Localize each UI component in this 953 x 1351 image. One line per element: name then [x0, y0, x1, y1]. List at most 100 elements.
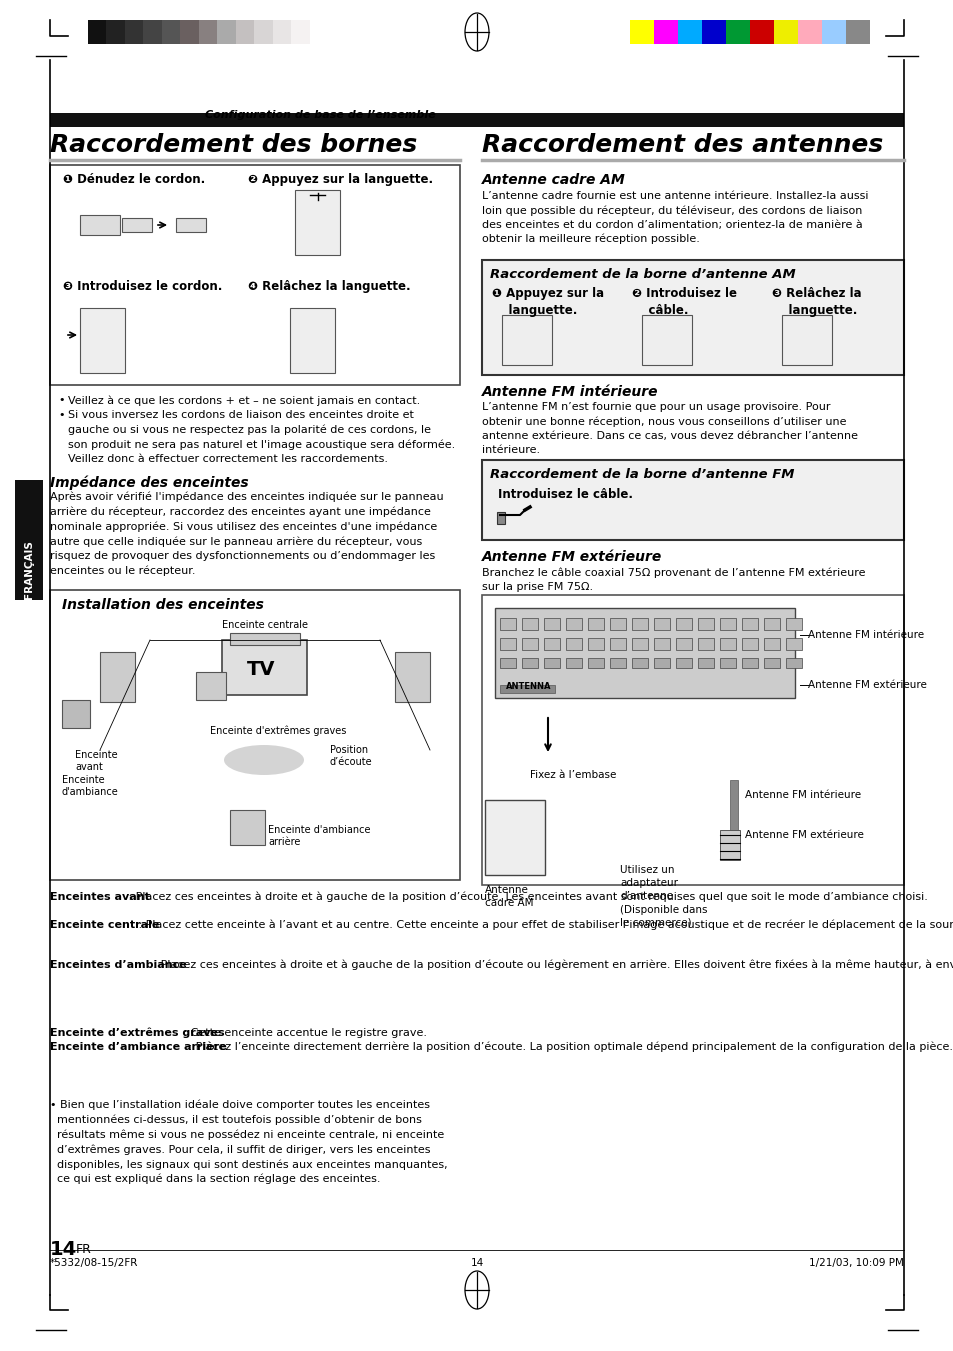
- Bar: [631, 617, 647, 630]
- Text: •: •: [58, 409, 65, 420]
- Text: TV: TV: [247, 661, 275, 680]
- Bar: [80, 215, 120, 235]
- Bar: [654, 638, 669, 650]
- Bar: [125, 20, 143, 45]
- Text: Impédance des enceintes: Impédance des enceintes: [50, 476, 249, 489]
- Text: : Placez l’enceinte directement derrière la position d’écoute. La position optim: : Placez l’enceinte directement derrière…: [185, 1042, 952, 1052]
- Bar: [50, 590, 459, 880]
- Bar: [543, 617, 559, 630]
- Bar: [294, 190, 339, 255]
- Text: Antenne FM intérieure: Antenne FM intérieure: [744, 790, 861, 800]
- Bar: [773, 20, 797, 45]
- Bar: [521, 658, 537, 667]
- Text: Antenne FM intérieure: Antenne FM intérieure: [807, 630, 923, 640]
- Text: *5332/08-15/2FR: *5332/08-15/2FR: [50, 1258, 138, 1269]
- Text: ❸ Relâchez la
    languette.: ❸ Relâchez la languette.: [771, 286, 861, 317]
- Bar: [175, 218, 206, 232]
- Text: ❶ Appuyez sur la
    languette.: ❶ Appuyez sur la languette.: [492, 286, 603, 317]
- Text: Enceinte centrale: Enceinte centrale: [222, 620, 308, 630]
- Bar: [100, 653, 135, 703]
- Bar: [521, 638, 537, 650]
- Bar: [720, 658, 735, 667]
- Bar: [821, 20, 845, 45]
- Bar: [481, 259, 903, 376]
- Bar: [122, 218, 152, 232]
- Bar: [50, 165, 459, 385]
- Bar: [676, 617, 691, 630]
- Bar: [230, 634, 299, 644]
- Text: Enceinte d'extrêmes graves: Enceinte d'extrêmes graves: [210, 725, 346, 736]
- Text: Antenne cadre AM: Antenne cadre AM: [481, 173, 625, 186]
- Bar: [654, 658, 669, 667]
- Bar: [565, 658, 581, 667]
- Bar: [763, 617, 780, 630]
- Bar: [763, 638, 780, 650]
- Bar: [235, 20, 253, 45]
- Bar: [720, 617, 735, 630]
- Bar: [676, 638, 691, 650]
- Bar: [785, 617, 801, 630]
- Bar: [654, 617, 669, 630]
- Text: ❷ Introduisez le
    câble.: ❷ Introduisez le câble.: [631, 286, 737, 317]
- Text: L’antenne cadre fournie est une antenne intérieure. Installez-la aussi
loin que : L’antenne cadre fournie est une antenne …: [481, 190, 867, 245]
- Text: Raccordement des antennes: Raccordement des antennes: [481, 132, 882, 157]
- Text: Enceinte d'ambiance
arrière: Enceinte d'ambiance arrière: [268, 825, 370, 847]
- Text: Raccordement de la borne d’antenne AM: Raccordement de la borne d’antenne AM: [490, 267, 795, 281]
- Text: 14: 14: [50, 1240, 77, 1259]
- Bar: [678, 20, 701, 45]
- Text: Raccordement des bornes: Raccordement des bornes: [50, 132, 416, 157]
- Bar: [195, 671, 226, 700]
- Bar: [222, 640, 307, 694]
- Text: Antenne FM extérieure: Antenne FM extérieure: [481, 550, 661, 563]
- Bar: [143, 20, 162, 45]
- Bar: [741, 638, 758, 650]
- Text: ❸ Introduisez le cordon.: ❸ Introduisez le cordon.: [63, 280, 222, 293]
- Bar: [797, 20, 821, 45]
- Bar: [521, 617, 537, 630]
- Bar: [499, 638, 516, 650]
- Text: FR: FR: [76, 1243, 91, 1256]
- Bar: [543, 658, 559, 667]
- Text: : Placez cette enceinte à l’avant et au centre. Cette enceinte a pour effet de s: : Placez cette enceinte à l’avant et au …: [135, 920, 953, 931]
- Bar: [781, 315, 831, 365]
- Bar: [741, 658, 758, 667]
- Text: Fixez à l’embase: Fixez à l’embase: [530, 770, 616, 780]
- Ellipse shape: [224, 744, 304, 775]
- Text: : Cette enceinte accentue le registre grave.: : Cette enceinte accentue le registre gr…: [180, 1028, 427, 1038]
- Text: Enceinte
avant: Enceinte avant: [75, 750, 117, 773]
- Bar: [609, 658, 625, 667]
- Bar: [654, 20, 678, 45]
- Bar: [587, 617, 603, 630]
- Bar: [395, 653, 430, 703]
- Text: Antenne
cadre AM: Antenne cadre AM: [484, 885, 533, 908]
- Text: Configuration de base de l’ensemble: Configuration de base de l’ensemble: [205, 109, 436, 120]
- Text: Enceinte centrale: Enceinte centrale: [50, 920, 159, 929]
- Text: : Placez ces enceintes à droite et à gauche de la position d’écoute ou légèremen: : Placez ces enceintes à droite et à gau…: [150, 961, 953, 970]
- Bar: [785, 638, 801, 650]
- Bar: [88, 20, 107, 45]
- Bar: [273, 20, 291, 45]
- Bar: [565, 638, 581, 650]
- Bar: [230, 811, 265, 844]
- Bar: [725, 20, 749, 45]
- Bar: [565, 617, 581, 630]
- Text: Antenne FM extérieure: Antenne FM extérieure: [744, 830, 863, 840]
- Text: Si vous inversez les cordons de liaison des enceintes droite et
gauche ou si vou: Si vous inversez les cordons de liaison …: [68, 409, 455, 463]
- Bar: [749, 20, 773, 45]
- Bar: [631, 658, 647, 667]
- Bar: [495, 608, 794, 698]
- Bar: [543, 638, 559, 650]
- Text: Enceinte
d'ambiance: Enceinte d'ambiance: [62, 775, 118, 797]
- Text: ❶ Dénudez le cordon.: ❶ Dénudez le cordon.: [63, 173, 205, 186]
- Bar: [290, 308, 335, 373]
- Bar: [15, 480, 43, 600]
- Bar: [497, 512, 504, 524]
- Text: L’antenne FM n’est fournie que pour un usage provisoire. Pour
obtenir une bonne : L’antenne FM n’est fournie que pour un u…: [481, 403, 857, 455]
- Bar: [501, 315, 552, 365]
- Text: •: •: [58, 394, 65, 405]
- Bar: [845, 20, 869, 45]
- Bar: [698, 617, 713, 630]
- Bar: [253, 20, 273, 45]
- Text: Antenne FM intérieure: Antenne FM intérieure: [481, 385, 658, 399]
- Bar: [701, 20, 725, 45]
